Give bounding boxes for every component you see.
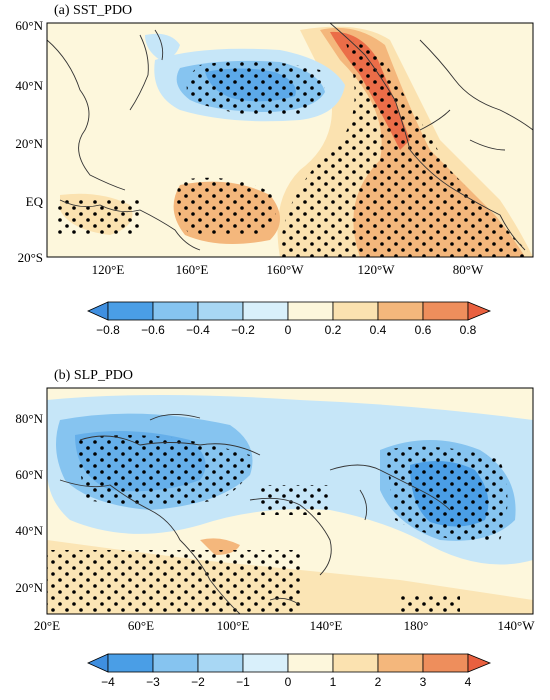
colorbar-a	[87, 301, 492, 321]
panel-a-xlabel-160e: 160°E	[175, 262, 209, 277]
colorbar-b-label: 4	[464, 675, 472, 689]
colorbar-a-label: 0	[284, 323, 292, 337]
colorbar-b	[87, 653, 492, 673]
panel-b-xlabel-60e: 60°E	[127, 618, 155, 633]
colorbar-b-label: 0	[284, 675, 292, 689]
panel-b-ylabel-20n: 20°N	[15, 580, 43, 595]
panel-b-xlabel-20e: 20°E	[33, 618, 61, 633]
colorbar-a-label: −0.6	[141, 323, 165, 337]
panel-a-ylabel-60n: 60°N	[15, 18, 43, 33]
panel-a-xlabel-120w: 120°W	[357, 262, 395, 277]
colorbar-a-label: 0.2	[324, 323, 342, 337]
panel-b-xlabel-180: 180°	[403, 618, 429, 633]
panel-a-ylabel-20s: 20°S	[17, 250, 43, 265]
panel-a-xlabel-160w: 160°W	[266, 262, 304, 277]
colorbar-b-label: −3	[146, 675, 160, 689]
colorbar-b-label: 2	[374, 675, 382, 689]
slp-map	[47, 388, 533, 614]
panel-a-title: (a) SST_PDO	[54, 3, 133, 18]
panel-b-xlabel-100e: 100°E	[216, 618, 250, 633]
panel-b-xlabel-140w: 140°W	[497, 618, 535, 633]
colorbar-b-label: −2	[191, 675, 205, 689]
colorbar-a-label: −0.4	[186, 323, 210, 337]
colorbar-b-label: 1	[329, 675, 337, 689]
panel-a-ylabel-20n: 20°N	[15, 136, 43, 151]
panel-b-ylabel-40n: 40°N	[15, 523, 43, 538]
panel-a-ylabel-eq: EQ	[25, 194, 43, 209]
colorbar-b-label: 3	[419, 675, 427, 689]
panel-b-ylabel-60n: 60°N	[15, 467, 43, 482]
colorbar-a-label: 0.4	[369, 323, 387, 337]
colorbar-a-label: 0.8	[459, 323, 477, 337]
panel-b-ylabel-80n: 80°N	[15, 411, 43, 426]
colorbar-b-label: −4	[101, 675, 115, 689]
colorbar-a-label: 0.6	[414, 323, 432, 337]
panel-a-xlabel-80w: 80°W	[452, 262, 484, 277]
colorbar-a-label: −0.8	[96, 323, 120, 337]
panel-a-ylabel-40n: 40°N	[15, 78, 43, 93]
panel-a-xlabel-120e: 120°E	[91, 262, 125, 277]
sst-map	[47, 23, 533, 257]
colorbar-b-label: −1	[236, 675, 250, 689]
colorbar-a-label: −0.2	[231, 323, 255, 337]
panel-b-xlabel-140e: 140°E	[309, 618, 343, 633]
panel-b-title: (b) SLP_PDO	[54, 368, 133, 383]
